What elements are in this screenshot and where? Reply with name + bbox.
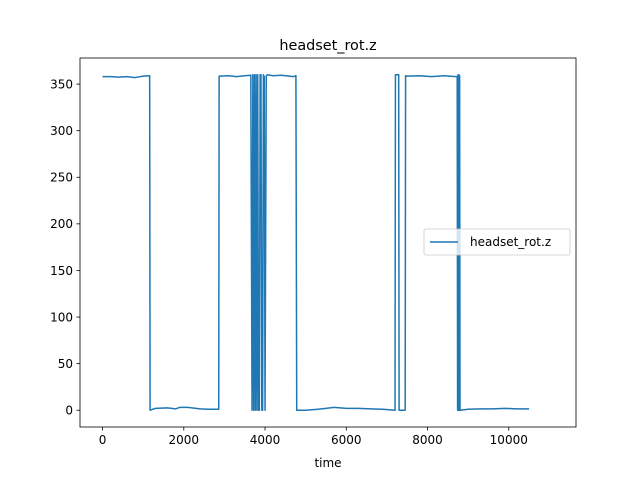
y-tick-label: 150 (50, 264, 73, 278)
series-line-headset-rot-z (102, 74, 530, 411)
y-tick-label: 0 (65, 404, 73, 418)
legend: headset_rot.z (423, 228, 571, 256)
x-tick-label: 10000 (490, 433, 528, 447)
chart-title: headset_rot.z (279, 38, 376, 54)
legend-box (423, 228, 571, 256)
y-tick-label: 200 (50, 217, 73, 231)
x-axis: 0 2000 4000 6000 8000 10000 (99, 427, 528, 447)
y-tick-label: 50 (58, 357, 73, 371)
x-tick-label: 0 (99, 433, 107, 447)
y-tick-label: 250 (50, 171, 73, 185)
y-axis: 0 50 100 150 200 250 300 350 (50, 77, 80, 418)
legend-label: headset_rot.z (470, 235, 551, 249)
x-axis-label: time (314, 456, 341, 470)
x-tick-label: 6000 (331, 433, 362, 447)
y-tick-label: 100 (50, 310, 73, 324)
x-tick-label: 8000 (412, 433, 443, 447)
x-tick-label: 4000 (250, 433, 281, 447)
y-tick-label: 350 (50, 77, 73, 91)
y-tick-label: 300 (50, 124, 73, 138)
x-tick-label: 2000 (169, 433, 200, 447)
plot-frame (79, 57, 577, 428)
